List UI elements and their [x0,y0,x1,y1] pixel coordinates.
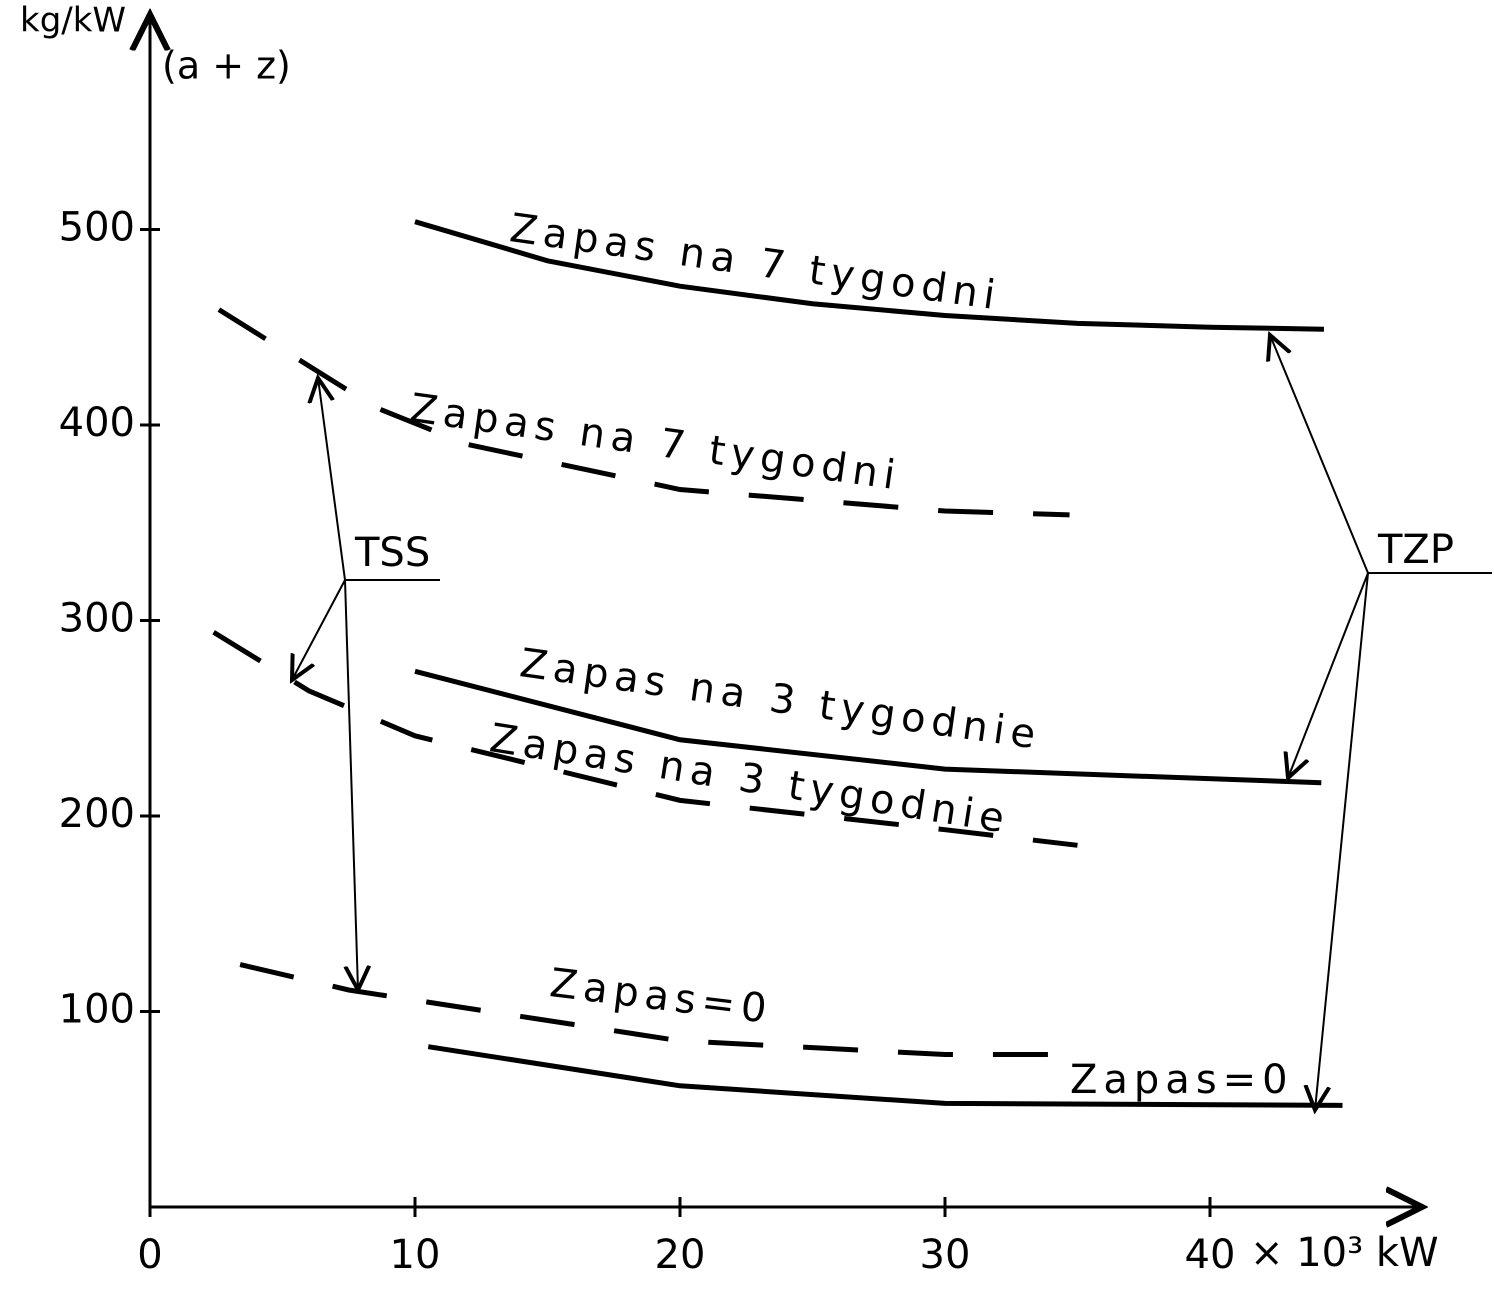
x-tick-label: 20 [655,1232,706,1278]
tzp-arrow [1315,572,1369,1110]
tss-arrow [345,579,358,990]
tzp-arrow [1288,572,1369,778]
line [217,307,1070,518]
y-tick-label: 500 [59,205,135,251]
tzp-arrow [1270,335,1369,574]
annotation: TSS [354,530,430,576]
series-label: Zapas=0 [1070,1057,1294,1103]
x-tick-label: 40 [1185,1232,1236,1278]
line [427,1044,1343,1108]
y-tick-label: 200 [59,791,135,837]
line [414,668,1322,786]
x-tick-label: 10 [390,1232,441,1278]
tss-arrow [318,378,346,581]
annotation: TZP [1377,527,1454,573]
tss-arrow [292,579,346,680]
y-axis-sublabel: (a + z) [162,44,291,88]
y-axis-label: kg/kW [20,1,126,41]
x-axis-unit: × 10³ kW [1250,1230,1439,1276]
series-label: Zapas=0 [547,960,775,1033]
y-tick-label: 100 [59,987,135,1033]
y-tick-label: 300 [59,596,135,642]
line [414,219,1324,332]
x-tick-label: 30 [920,1232,971,1278]
series-label: Zapas na 7 tygodni [507,205,1004,319]
x-tick-label: 0 [137,1232,162,1278]
line [212,630,1078,848]
y-tick-label: 400 [59,400,135,446]
